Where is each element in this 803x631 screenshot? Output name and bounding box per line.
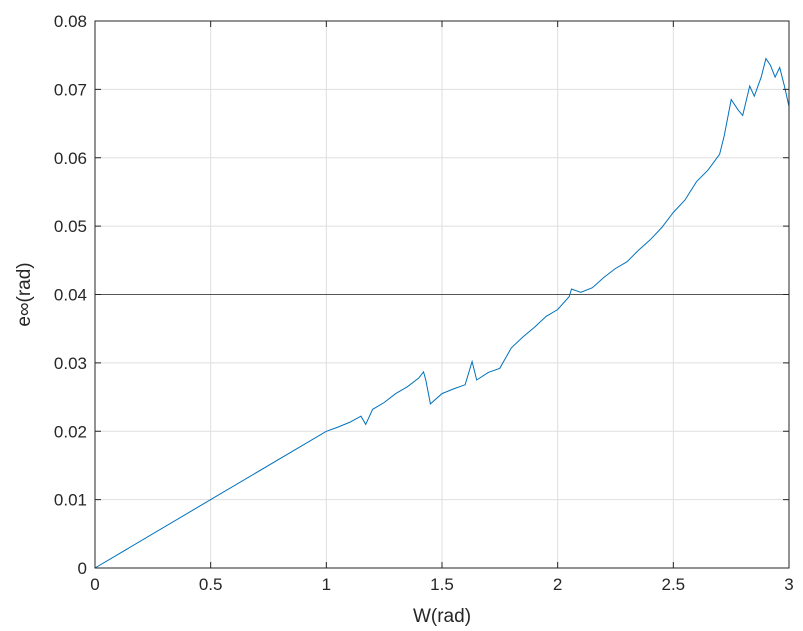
y-tick-label: 0.05 — [54, 217, 87, 236]
x-tick-label: 1.5 — [430, 575, 454, 594]
y-axis-label: e∞(rad) — [14, 262, 35, 326]
x-tick-label: 2 — [553, 575, 562, 594]
x-axis-label: W(rad) — [413, 606, 471, 627]
y-tick-label: 0 — [78, 559, 87, 578]
y-tick-label: 0.07 — [54, 80, 87, 99]
y-tick-label: 0.08 — [54, 12, 87, 31]
x-tick-label: 2.5 — [662, 575, 686, 594]
x-tick-label: 0 — [90, 575, 99, 594]
y-tick-label: 0.02 — [54, 422, 87, 441]
y-tick-label: 0.03 — [54, 354, 87, 373]
x-tick-label: 0.5 — [199, 575, 223, 594]
x-tick-label: 1 — [322, 575, 331, 594]
series-line — [94, 57, 790, 569]
ticks: 0 0.5 1 1.5 2 2.5 3 0 0.01 0.02 0.03 0.04 0.05 0.06 0.… — [54, 12, 794, 594]
y-tick-label: 0.06 — [54, 149, 87, 168]
x-tick-label: 3 — [784, 575, 793, 594]
y-tick-label: 0.01 — [54, 491, 87, 510]
y-tick-label: 0.04 — [54, 286, 87, 305]
